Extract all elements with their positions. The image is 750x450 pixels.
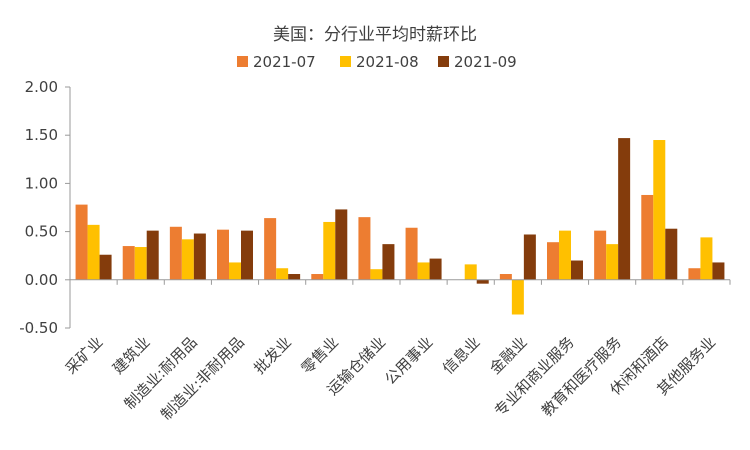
bar-2021-09-零售业 — [335, 209, 348, 280]
bar-2021-07-金融业 — [499, 274, 512, 280]
bar-2021-09-建筑业 — [146, 230, 159, 280]
y-axis: 2.00 1.50 1.00 0.50 0.00 -0.50 — [19, 78, 71, 337]
x-axis: 采矿业 建筑业制造业:耐用品制造业:非耐用品 批发业 零售业运输仓储业公用事业 信息业金… — [62, 279, 731, 424]
bar-2021-08-零售业 — [323, 221, 336, 280]
bar-2021-09-休闲和酒店 — [665, 228, 678, 280]
bar-2021-09-运输仓储业 — [382, 244, 395, 280]
y-tick-label: -0.50 — [19, 319, 58, 337]
chart-title: 美国：分行业平均时薪环比 — [273, 25, 477, 45]
y-tick-label: 1.00 — [25, 174, 58, 192]
bar-2021-09-采矿业 — [99, 254, 112, 280]
bar-2021-07-专业和商业服务 — [547, 242, 559, 280]
bar-2021-09-制造业:非耐用品 — [241, 230, 253, 280]
bar-2021-08-专业和商业服务 — [559, 230, 571, 280]
x-category-label: 批发业 — [250, 333, 295, 378]
bar-2021-09-批发业 — [288, 274, 301, 280]
bar-2021-08-信息业 — [464, 264, 477, 280]
x-category-label: 信息业 — [439, 333, 484, 378]
bar-2021-08-休闲和酒店 — [653, 140, 666, 280]
bar-2021-07-制造业:非耐用品 — [217, 229, 229, 280]
bar-2021-09-金融业 — [523, 234, 536, 280]
legend-swatch-2021-08 — [340, 56, 351, 67]
y-tick-label: 0.50 — [25, 223, 58, 241]
y-tick-label: 1.50 — [25, 126, 58, 144]
bar-2021-07-采矿业 — [75, 204, 88, 280]
legend-label-2021-08: 2021-08 — [356, 53, 419, 71]
bar-2021-07-建筑业 — [122, 246, 135, 280]
x-category-label: 建筑业 — [109, 333, 154, 378]
bar-2021-07-教育和医疗服务 — [594, 230, 607, 280]
bar-2021-08-教育和医疗服务 — [606, 244, 619, 280]
bar-2021-09-公用事业 — [429, 258, 442, 280]
x-category-label: 零售业 — [298, 333, 343, 378]
bar-2021-08-采矿业 — [87, 224, 100, 280]
bar-2021-08-批发业 — [276, 268, 289, 280]
legend-label-2021-09: 2021-09 — [454, 53, 517, 71]
x-category-label: 公用事业 — [381, 333, 436, 388]
bar-2021-08-运输仓储业 — [370, 269, 383, 280]
bar-2021-07-批发业 — [264, 218, 277, 280]
bar-2021-08-金融业 — [511, 279, 524, 315]
bar-2021-08-制造业:耐用品 — [181, 239, 194, 280]
bar-2021-09-专业和商业服务 — [571, 260, 583, 280]
bar-2021-08-制造业:非耐用品 — [229, 262, 241, 280]
x-category-label: 采矿业 — [62, 333, 107, 378]
bar-2021-07-休闲和酒店 — [641, 194, 654, 280]
x-category-label: 制造业:非耐用品 — [157, 333, 248, 424]
x-category-label: 金融业 — [486, 333, 531, 378]
bar-2021-08-建筑业 — [134, 247, 147, 280]
bar-2021-09-信息业 — [476, 279, 489, 284]
bar-2021-07-制造业:耐用品 — [169, 226, 182, 280]
bar-2021-08-其他服务业 — [700, 237, 713, 280]
bar-2021-07-零售业 — [311, 274, 324, 280]
bar-2021-07-运输仓储业 — [358, 217, 371, 280]
legend-swatch-2021-07 — [237, 56, 248, 67]
y-tick-label: 2.00 — [25, 78, 58, 96]
bar-2021-09-教育和医疗服务 — [618, 138, 631, 280]
legend-label-2021-07: 2021-07 — [253, 53, 316, 71]
y-tick-label: 0.00 — [25, 271, 58, 289]
bar-2021-09-制造业:耐用品 — [193, 233, 206, 280]
legend: 2021-07 2021-08 2021-09 — [237, 53, 517, 71]
bar-2021-09-其他服务业 — [712, 262, 725, 280]
bar-2021-08-公用事业 — [417, 262, 430, 280]
bar-2021-07-其他服务业 — [688, 268, 701, 280]
legend-swatch-2021-09 — [438, 56, 449, 67]
bars-group — [75, 138, 725, 315]
bar-2021-07-公用事业 — [405, 227, 418, 280]
